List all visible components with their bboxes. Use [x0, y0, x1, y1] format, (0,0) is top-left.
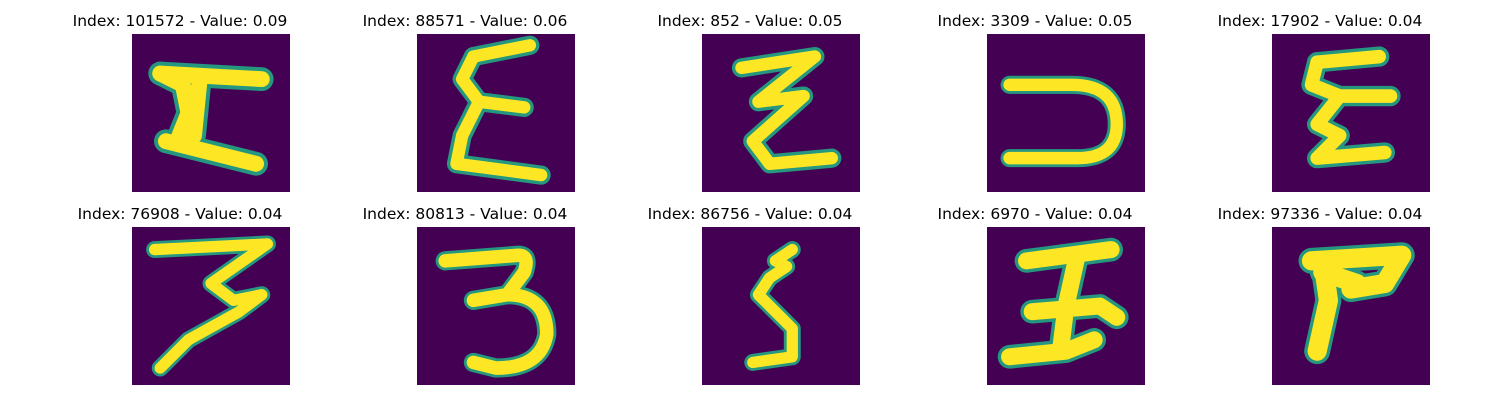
panel-6: Index: 76908 - Value: 0.04: [30, 193, 330, 385]
panel-8: Index: 86756 - Value: 0.04: [600, 193, 900, 385]
panel-1: Index: 101572 - Value: 0.09: [30, 0, 330, 192]
panel-title: Index: 97336 - Value: 0.04: [1217, 205, 1423, 223]
panel-9: Index: 6970 - Value: 0.04: [885, 193, 1185, 385]
panel-5: Index: 17902 - Value: 0.04: [1170, 0, 1470, 192]
digit-image: [702, 34, 860, 192]
digit-image: [417, 34, 575, 192]
panel-4: Index: 3309 - Value: 0.05: [885, 0, 1185, 192]
digit-image: [132, 34, 290, 192]
panel-title: Index: 6970 - Value: 0.04: [937, 205, 1133, 223]
panel-title: Index: 76908 - Value: 0.04: [77, 205, 283, 223]
digit-image: [417, 227, 575, 385]
digit-image: [132, 227, 290, 385]
digit-image: [1272, 227, 1430, 385]
digit-image: [987, 34, 1145, 192]
digit-image: [1272, 34, 1430, 192]
panel-title: Index: 852 - Value: 0.05: [657, 12, 843, 30]
panel-title: Index: 88571 - Value: 0.06: [362, 12, 568, 30]
panel-title: Index: 17902 - Value: 0.04: [1217, 12, 1423, 30]
panel-10: Index: 97336 - Value: 0.04: [1170, 193, 1470, 385]
panel-3: Index: 852 - Value: 0.05: [600, 0, 900, 192]
panel-title: Index: 80813 - Value: 0.04: [362, 205, 568, 223]
panel-title: Index: 86756 - Value: 0.04: [647, 205, 853, 223]
panel-title: Index: 3309 - Value: 0.05: [937, 12, 1133, 30]
panel-2: Index: 88571 - Value: 0.06: [315, 0, 615, 192]
digit-image: [987, 227, 1145, 385]
digit-image: [702, 227, 860, 385]
panel-7: Index: 80813 - Value: 0.04: [315, 193, 615, 385]
panel-title: Index: 101572 - Value: 0.09: [72, 12, 288, 30]
